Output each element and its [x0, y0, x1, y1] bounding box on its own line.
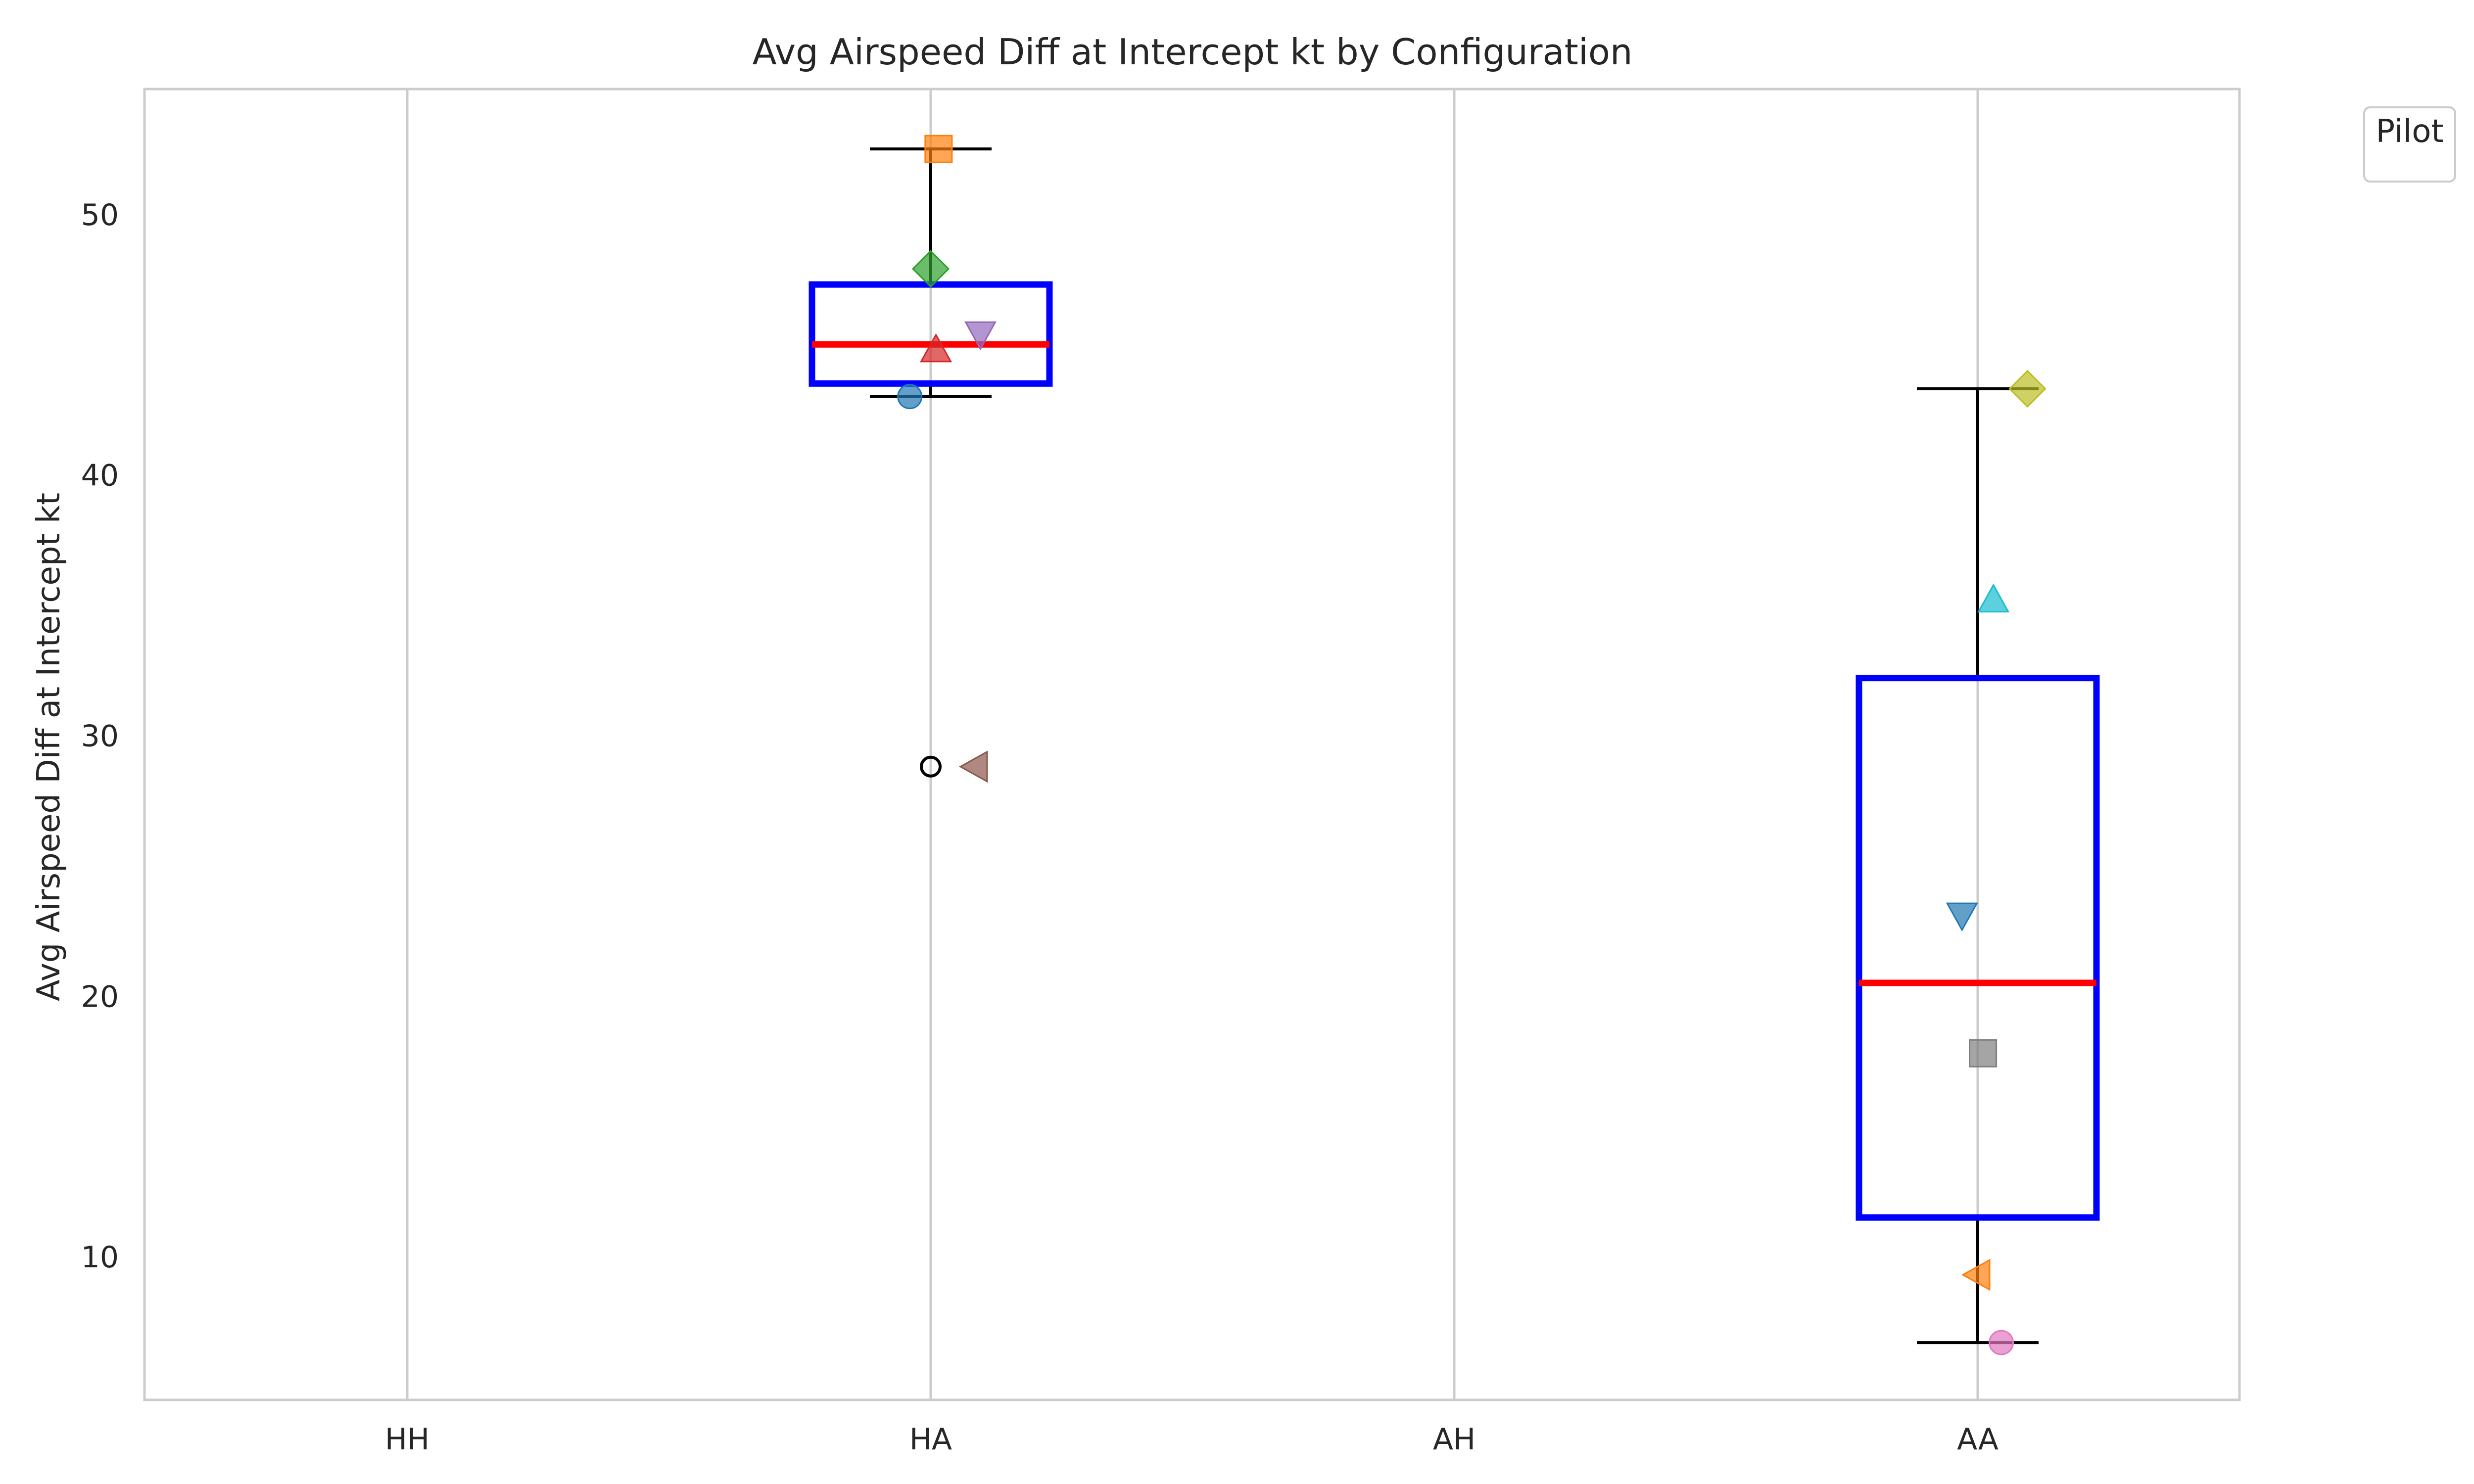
y-tick-label: 30	[81, 719, 119, 754]
y-tick-label: 20	[81, 979, 119, 1014]
plot-frame	[143, 88, 2241, 1401]
x-tick-label: HA	[909, 1422, 952, 1457]
grid-lines	[406, 89, 1979, 1400]
pilot-point	[1969, 1039, 1998, 1067]
pilot-point	[1977, 583, 2010, 613]
pilot-point	[911, 250, 950, 288]
pilot-point	[920, 333, 952, 363]
x-tick-label: AA	[1957, 1422, 1998, 1457]
iqr-box	[1856, 675, 2100, 1221]
pilot-point	[2008, 370, 2046, 408]
pilot-point	[958, 750, 988, 783]
pilot-point	[924, 135, 953, 163]
pilot-point	[1989, 1330, 2014, 1355]
y-axis-label: Avg Airspeed Diff at Intercept kt	[31, 493, 67, 1001]
pilot-point	[1946, 902, 1978, 932]
chart-title: Avg Airspeed Diff at Intercept kt by Con…	[752, 31, 1632, 73]
pilot-point	[964, 321, 997, 351]
pilot-point	[1961, 1258, 1991, 1291]
y-tick-label: 40	[81, 459, 119, 493]
legend-title: Pilot	[2376, 113, 2444, 150]
x-tick-label: AH	[1433, 1422, 1475, 1457]
legend-frame	[2363, 106, 2456, 183]
point-layer	[897, 135, 2046, 1355]
tick-layer: HH HA AH AA 10 20 30 40 50	[81, 198, 1998, 1457]
y-tick-label: 10	[81, 1240, 119, 1275]
x-tick-label: HH	[385, 1422, 429, 1457]
box-group-AA	[1856, 387, 2100, 1345]
y-tick-label: 50	[81, 198, 119, 232]
pilot-point	[897, 384, 923, 410]
legend: Pilot	[2363, 106, 2456, 183]
outlier-point	[920, 755, 942, 778]
